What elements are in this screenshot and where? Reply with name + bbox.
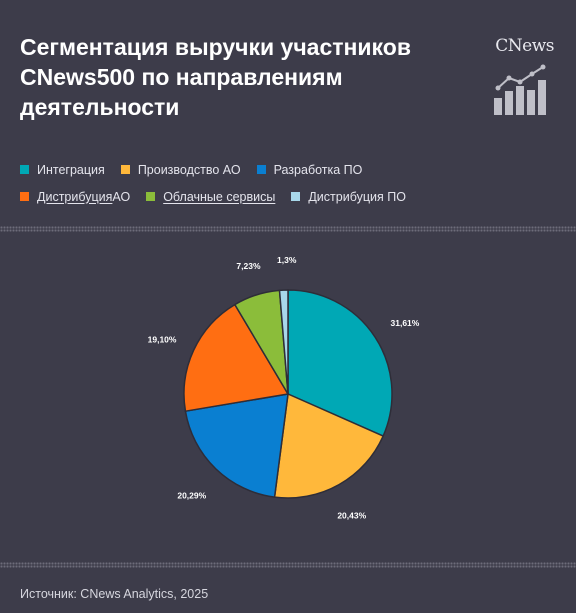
legend-swatch	[20, 165, 29, 174]
legend-row-1: Интеграция Производство АО Разработка ПО	[20, 160, 490, 179]
legend-item-cloud-services: Облачные сервисы	[146, 190, 275, 204]
legend-swatch	[120, 165, 130, 174]
legend-swatch	[146, 192, 156, 201]
legend-label: АО	[112, 189, 131, 204]
pie-slice-label-2: 20,43%	[337, 510, 366, 520]
legend-link-cloud-services[interactable]: Облачные сервисы	[163, 189, 276, 204]
cnews-logo: CNews	[492, 36, 554, 120]
legend-label: Разработка ПО	[273, 162, 363, 177]
pie-slice-4	[183, 303, 290, 413]
pie-slice-2	[273, 392, 385, 499]
legend-item-hardware-distribution: Дистрибуция АО	[20, 190, 130, 204]
growth-chart-icon	[494, 64, 546, 115]
title-line-1: Сегментация выручки участников	[20, 34, 411, 60]
legend: Интеграция Производство АО Разработка ПО…	[20, 160, 490, 214]
legend-item-software-distribution: Дистрибуция ПО	[291, 190, 406, 204]
pie-chart: 31,61% 20,43% 20,29% 19,10% 7,23% 1,3%	[148, 255, 420, 520]
legend-swatch	[256, 165, 266, 174]
legend-label: Дистрибуция ПО	[308, 189, 406, 204]
pie-slice-6	[278, 289, 289, 395]
legend-row-2: Дистрибуция АО Облачные сервисы Дистрибу…	[20, 187, 490, 206]
pie-slice-label-3: 20,29%	[177, 491, 206, 501]
chart-title: Сегментация выручки участников CNews500 …	[20, 32, 450, 122]
title-line-2: CNews500 по направлениям	[20, 64, 343, 90]
logo-text: CNews	[495, 36, 554, 56]
legend-label: Производство АО	[137, 162, 241, 177]
pie-slice-label-4: 19,10%	[148, 334, 177, 344]
pie-slice-label-5: 7,23%	[236, 261, 261, 271]
legend-swatch	[291, 192, 301, 201]
legend-item-hardware-production: Производство АО	[120, 162, 241, 177]
legend-label: Интеграция	[37, 162, 105, 177]
legend-item-software-development: Разработка ПО	[256, 162, 363, 177]
legend-swatch	[20, 192, 29, 201]
dotted-divider-bottom	[0, 562, 576, 568]
source-note: Источник: CNews Analytics, 2025	[20, 587, 209, 601]
pie-slice-3	[184, 393, 289, 498]
title-line-3: деятельности	[20, 94, 180, 120]
pie-slice-label-6: 1,3%	[277, 255, 297, 265]
dotted-divider-top	[0, 226, 576, 232]
legend-link-distribution[interactable]: Дистрибуция	[37, 189, 113, 204]
legend-item-integration: Интеграция	[20, 163, 105, 177]
pie-slice-1	[287, 289, 393, 438]
pie-slice-label-1: 31,61%	[391, 318, 420, 328]
